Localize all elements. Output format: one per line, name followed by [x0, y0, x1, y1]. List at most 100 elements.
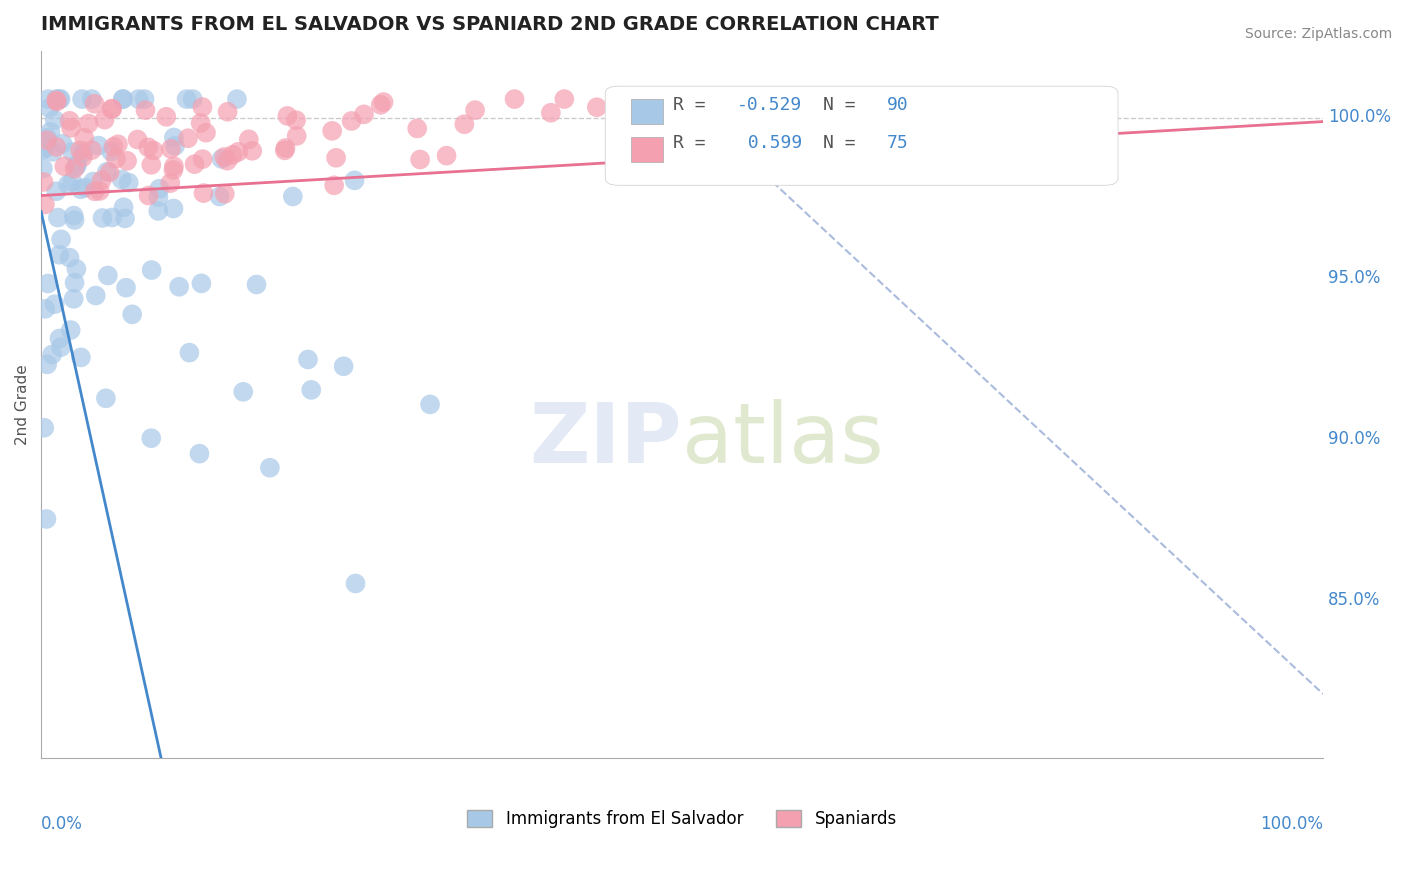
Point — [232, 384, 254, 399]
Point — [553, 92, 575, 106]
Text: N =: N = — [823, 95, 866, 113]
Point — [101, 102, 124, 116]
Point — [127, 132, 149, 146]
Point — [190, 277, 212, 291]
Point — [45, 94, 67, 108]
Point — [343, 173, 366, 187]
Point — [37, 277, 59, 291]
Legend: Immigrants from El Salvador, Spaniards: Immigrants from El Salvador, Spaniards — [461, 804, 904, 835]
Point — [34, 301, 56, 316]
Point — [340, 114, 363, 128]
Text: R =: R = — [673, 135, 717, 153]
Text: 0.0%: 0.0% — [41, 815, 83, 833]
Point — [179, 345, 201, 359]
Point — [104, 152, 127, 166]
Point — [344, 576, 367, 591]
Point — [111, 172, 134, 186]
Point — [208, 189, 231, 203]
Point — [217, 153, 239, 168]
Text: Source: ZipAtlas.com: Source: ZipAtlas.com — [1244, 27, 1392, 41]
Point — [353, 107, 375, 121]
Point — [214, 150, 236, 164]
Point — [70, 92, 93, 106]
Point — [183, 157, 205, 171]
Point — [49, 92, 72, 106]
Point — [73, 130, 96, 145]
Text: N =: N = — [823, 135, 866, 153]
Point — [48, 248, 70, 262]
Point — [65, 159, 87, 173]
Point — [44, 112, 66, 127]
Point — [112, 92, 135, 106]
Point — [32, 421, 55, 435]
Point — [373, 95, 395, 109]
Point — [80, 92, 103, 106]
Text: atlas: atlas — [682, 400, 884, 481]
Point — [89, 184, 111, 198]
Text: 100.0%: 100.0% — [1260, 815, 1323, 833]
Point — [121, 307, 143, 321]
Point — [222, 148, 245, 162]
Point — [97, 268, 120, 283]
Point — [163, 130, 186, 145]
Point — [259, 460, 281, 475]
Point — [406, 121, 429, 136]
Point — [103, 140, 125, 154]
Point — [90, 173, 112, 187]
Point — [190, 116, 212, 130]
Point — [148, 204, 170, 219]
Point — [35, 512, 58, 526]
Point — [115, 153, 138, 168]
Point — [107, 137, 129, 152]
Point — [65, 262, 87, 277]
Point — [188, 447, 211, 461]
Point — [155, 110, 177, 124]
FancyBboxPatch shape — [631, 137, 662, 162]
Point — [585, 100, 607, 114]
Point — [45, 184, 67, 198]
Point — [409, 153, 432, 167]
Point — [163, 139, 186, 153]
Point — [141, 263, 163, 277]
Point — [69, 143, 91, 157]
Point — [32, 161, 55, 176]
Point — [238, 132, 260, 146]
Point — [34, 141, 56, 155]
Point — [59, 113, 82, 128]
Text: ZIP: ZIP — [530, 400, 682, 481]
Point — [112, 200, 135, 214]
Point — [148, 190, 170, 204]
Point — [34, 197, 56, 211]
Point — [134, 103, 156, 118]
Point — [63, 276, 86, 290]
Point — [60, 145, 83, 159]
Point — [211, 152, 233, 166]
Point — [45, 92, 67, 106]
Point — [41, 347, 63, 361]
Point — [142, 144, 165, 158]
Point — [195, 126, 218, 140]
Point — [53, 159, 76, 173]
Point — [299, 383, 322, 397]
Point — [82, 175, 104, 189]
Point — [276, 109, 298, 123]
Point — [138, 188, 160, 202]
Y-axis label: 2nd Grade: 2nd Grade — [15, 364, 30, 445]
Point — [191, 152, 214, 166]
Point — [37, 92, 59, 106]
Point — [45, 140, 67, 154]
Point — [370, 98, 392, 112]
Point — [114, 211, 136, 226]
Point — [245, 277, 267, 292]
Text: 0.599: 0.599 — [737, 135, 803, 153]
Point — [70, 351, 93, 365]
Point — [32, 175, 55, 189]
Point — [66, 157, 89, 171]
FancyBboxPatch shape — [605, 87, 1118, 186]
Point — [176, 92, 198, 106]
Point — [44, 297, 66, 311]
Point — [136, 140, 159, 154]
Point — [94, 392, 117, 406]
Point — [464, 103, 486, 117]
Text: IMMIGRANTS FROM EL SALVADOR VS SPANIARD 2ND GRADE CORRELATION CHART: IMMIGRANTS FROM EL SALVADOR VS SPANIARD … — [41, 15, 939, 34]
